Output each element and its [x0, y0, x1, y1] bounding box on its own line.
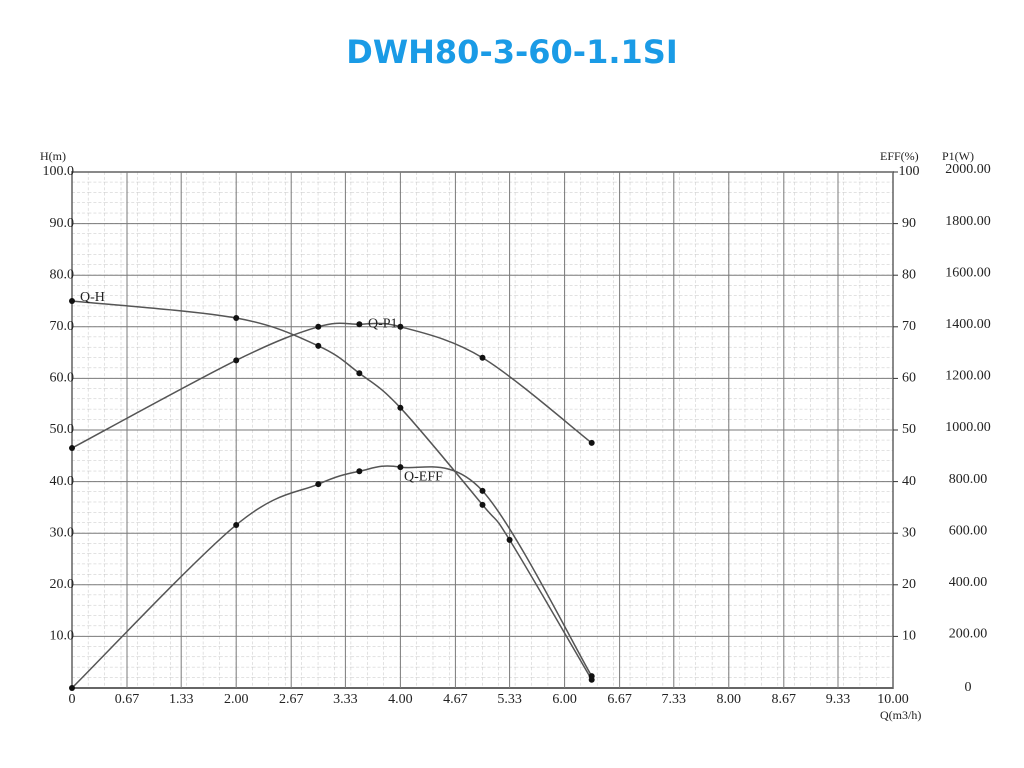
y-tick-label: 20.0 — [50, 577, 75, 592]
x-tick-label: 3.33 — [333, 692, 358, 707]
x-tick-label: 10.00 — [877, 692, 909, 707]
y3-tick-label: 50 — [902, 422, 916, 437]
y2-tick-label: 400.00 — [949, 575, 988, 590]
data-point — [356, 468, 363, 475]
y3-tick-label: 80 — [902, 267, 916, 282]
y2-tick-label: 1400.00 — [945, 317, 991, 332]
data-point — [315, 481, 322, 488]
y-tick-label: 50.0 — [50, 422, 75, 437]
data-point — [479, 487, 486, 494]
data-point — [479, 501, 486, 508]
data-point — [315, 323, 322, 330]
x-tick-label: 4.00 — [388, 692, 413, 707]
data-point — [315, 342, 322, 349]
x-tick-label: 9.33 — [826, 692, 851, 707]
y-tick-label: 100.0 — [43, 164, 75, 179]
data-point — [233, 521, 240, 528]
y-tick-label: 80.0 — [50, 267, 75, 282]
y3-tick-label: 40 — [902, 474, 916, 489]
x-tick-label: 4.67 — [443, 692, 468, 707]
data-point — [397, 404, 404, 411]
y3-axis-label: EFF(%) — [880, 149, 919, 163]
y3-tick-label: 20 — [902, 577, 916, 592]
data-point — [233, 315, 240, 322]
y-axis-label: H(m) — [40, 149, 66, 163]
chart-title: DWH80-3-60-1.1SI — [346, 33, 677, 71]
x-tick-label: 6.67 — [607, 692, 632, 707]
y2-tick-label: 200.00 — [949, 627, 988, 642]
y3-tick-label: 10 — [902, 629, 916, 644]
x-tick-label: 0 — [69, 692, 76, 707]
x-tick-label: 2.00 — [224, 692, 249, 707]
x-tick-label: 5.33 — [497, 692, 522, 707]
y2-tick-label: 600.00 — [949, 523, 988, 538]
x-tick-label: 6.00 — [552, 692, 577, 707]
y2-tick-label: 1000.00 — [945, 420, 991, 435]
y2-tick-label: 1800.00 — [945, 214, 991, 229]
y-tick-label: 60.0 — [50, 371, 75, 386]
data-point — [69, 298, 75, 304]
y2-axis-label: P1(W) — [942, 149, 974, 163]
series-label: Q-H — [80, 290, 105, 305]
y2-tick-label: 800.00 — [949, 472, 988, 487]
y-tick-label: 30.0 — [50, 525, 75, 540]
x-tick-label: 8.00 — [717, 692, 742, 707]
y3-tick-label: 90 — [902, 216, 916, 231]
x-axis-label: Q(m3/h) — [880, 708, 921, 722]
y3-tick-label: 100 — [899, 164, 920, 179]
data-point — [397, 323, 404, 330]
y-tick-label: 10.0 — [50, 629, 75, 644]
x-tick-label: 0.67 — [115, 692, 140, 707]
data-point — [356, 321, 363, 328]
data-point — [588, 673, 595, 680]
y-tick-label: 70.0 — [50, 319, 75, 334]
x-tick-label: 1.33 — [169, 692, 194, 707]
x-tick-label: 2.67 — [279, 692, 304, 707]
y-tick-label: 90.0 — [50, 216, 75, 231]
y2-tick-label: 1600.00 — [945, 265, 991, 280]
y2-tick-label: 1200.00 — [945, 369, 991, 384]
data-point — [588, 439, 595, 446]
data-point — [356, 370, 363, 377]
data-point — [69, 685, 75, 691]
y3-tick-label: 70 — [902, 319, 916, 334]
x-tick-label: 7.33 — [662, 692, 687, 707]
y3-tick-label: 30 — [902, 525, 916, 540]
x-tick-label: 8.67 — [772, 692, 797, 707]
data-point — [397, 464, 404, 471]
series-label: Q-EFF — [404, 469, 443, 484]
y3-tick-label: 60 — [902, 371, 916, 386]
y-tick-label: 40.0 — [50, 474, 75, 489]
data-point — [479, 354, 486, 361]
y2-tick-label: 0 — [965, 680, 972, 695]
data-point — [233, 357, 240, 364]
data-point — [69, 445, 75, 452]
data-point — [506, 536, 513, 543]
y2-tick-label: 2000.00 — [945, 162, 991, 177]
series-label: Q-P1 — [368, 316, 398, 331]
